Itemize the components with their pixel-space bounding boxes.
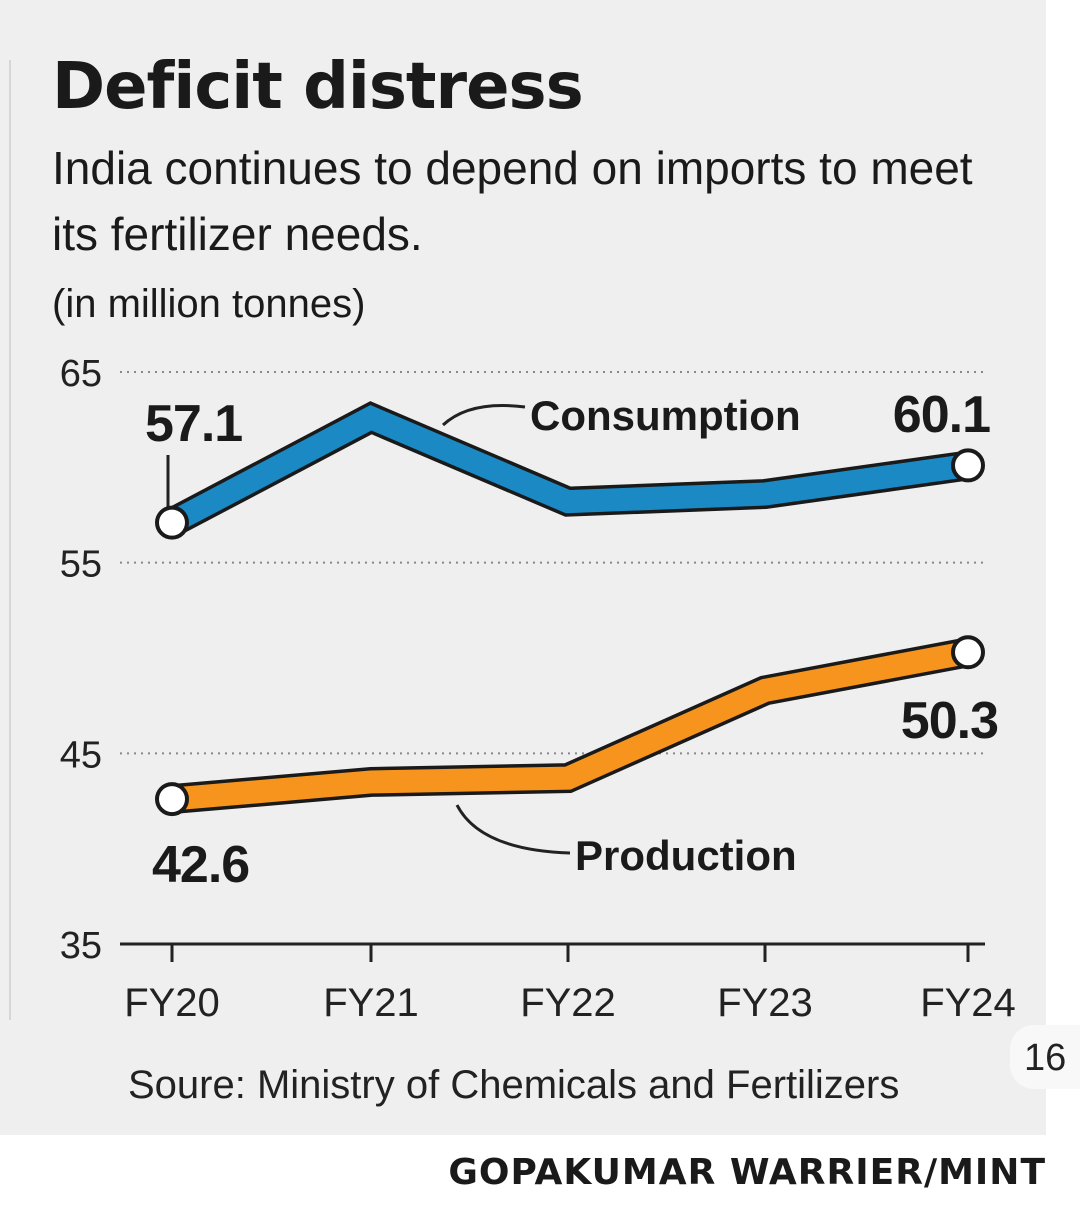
production-last-label: 50.3	[901, 692, 998, 750]
x-tick-label: FY20	[124, 981, 220, 1025]
production-leader-line	[455, 804, 571, 855]
chart-title: Deficit distress	[52, 50, 584, 124]
page-number-badge[interactable]: 16	[1010, 1025, 1080, 1089]
consumption-leader-line	[441, 403, 526, 427]
production-first-label: 42.6	[152, 836, 249, 894]
consumption-first-label: 57.1	[145, 395, 242, 453]
production-series-label: Production	[575, 832, 797, 879]
consumption-last-label: 60.1	[893, 386, 990, 444]
y-tick-label: 35	[60, 925, 102, 967]
y-tick-label: 55	[60, 544, 102, 586]
production-line	[171, 640, 971, 811]
x-tick-label: FY23	[717, 981, 813, 1025]
x-tick-label: FY22	[520, 981, 616, 1025]
chart-panel	[0, 0, 1046, 1135]
unit-label: (in million tonnes)	[52, 282, 366, 326]
x-tick-label: FY21	[323, 981, 419, 1025]
production-point	[951, 635, 985, 670]
x-tick-label: FY24	[920, 981, 1016, 1025]
consumption-point	[951, 448, 985, 483]
y-tick-label: 45	[60, 734, 102, 776]
production-point	[155, 782, 189, 817]
source-note: Soure: Ministry of Chemicals and Fertili…	[128, 1063, 900, 1107]
consumption-line	[166, 405, 970, 533]
consumption-point	[155, 505, 189, 540]
consumption-series-label: Consumption	[530, 392, 801, 439]
chart-subtitle: India continues to depend on imports to …	[52, 142, 973, 260]
page-edge	[9, 60, 11, 1020]
page-number: 16	[1024, 1037, 1067, 1079]
y-tick-label: 65	[60, 353, 102, 395]
credit: GOPAKUMAR WARRIER/MINT	[448, 1152, 1046, 1193]
